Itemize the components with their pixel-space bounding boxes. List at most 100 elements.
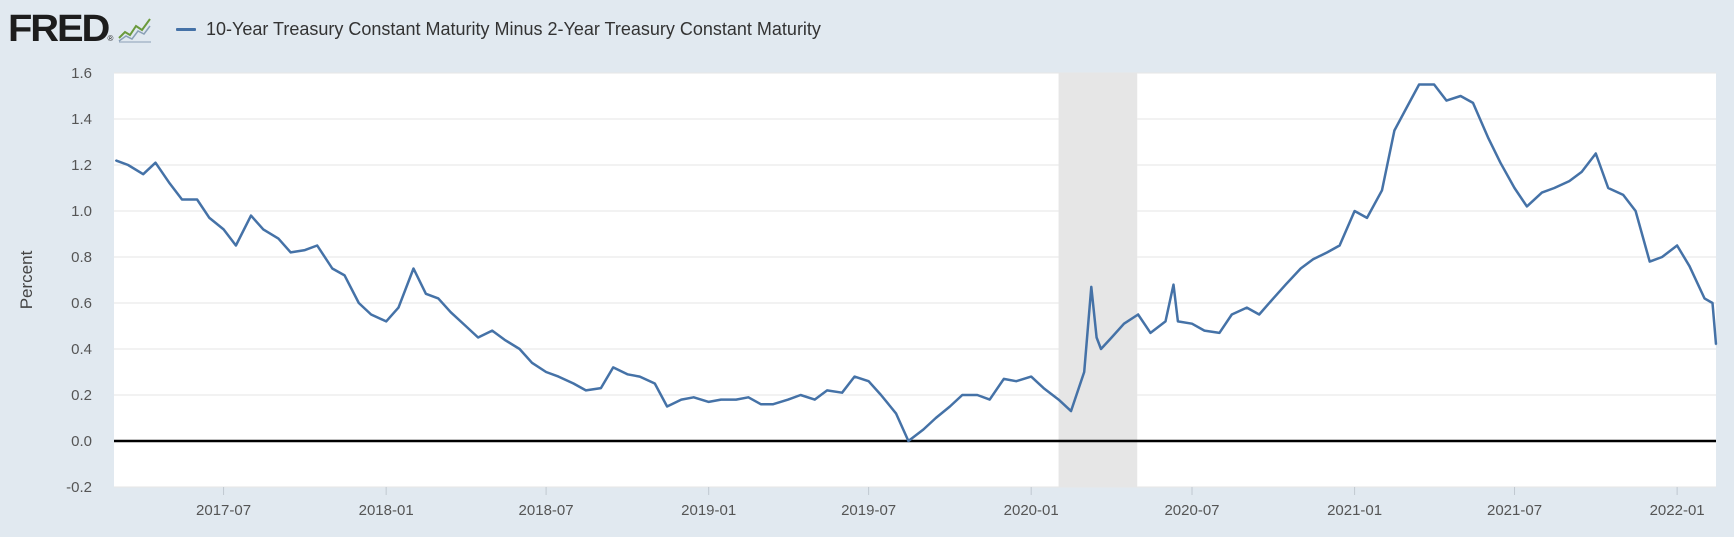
data-point xyxy=(181,198,183,201)
data-point xyxy=(853,375,856,378)
data-point xyxy=(1526,205,1528,208)
data-point xyxy=(572,382,575,385)
y-tick-label: 1.4 xyxy=(71,111,92,128)
data-point xyxy=(1164,320,1167,323)
recession-band xyxy=(1058,73,1138,487)
data-point xyxy=(976,394,979,396)
data-point xyxy=(1284,283,1287,286)
data-point xyxy=(1513,187,1516,189)
registered-mark: ® xyxy=(107,33,114,43)
data-point xyxy=(1177,320,1179,323)
data-point xyxy=(1245,306,1248,309)
data-point xyxy=(1203,329,1206,332)
data-point xyxy=(277,237,280,240)
data-point xyxy=(1418,83,1420,86)
data-point xyxy=(1338,244,1341,247)
x-tick-label: 2020-07 xyxy=(1164,502,1219,519)
data-point xyxy=(557,375,560,378)
data-point xyxy=(720,398,722,401)
y-tick-label: 1.2 xyxy=(71,157,92,174)
data-point xyxy=(934,417,937,419)
data-point xyxy=(545,371,547,373)
data-point xyxy=(1553,187,1556,189)
data-point xyxy=(168,182,171,185)
data-point xyxy=(208,217,211,219)
data-point xyxy=(1137,313,1139,316)
data-point xyxy=(503,339,506,341)
data-point xyxy=(437,297,440,300)
data-point xyxy=(1312,258,1314,261)
data-point xyxy=(385,320,387,323)
x-tick-label: 2019-01 xyxy=(681,502,736,519)
data-point xyxy=(1634,210,1637,212)
data-point xyxy=(1191,322,1193,325)
data-point xyxy=(760,403,762,406)
data-point xyxy=(813,398,816,401)
data-point xyxy=(1057,398,1060,401)
data-point xyxy=(1366,217,1368,219)
data-point xyxy=(531,362,533,364)
data-point xyxy=(491,329,493,332)
data-point xyxy=(799,394,802,396)
y-tick-label: 0.4 xyxy=(71,341,92,358)
data-point xyxy=(1149,332,1152,334)
data-point xyxy=(1230,313,1233,316)
data-point xyxy=(449,311,452,314)
x-tick-label: 2021-07 xyxy=(1487,502,1542,519)
data-point xyxy=(1083,371,1086,373)
data-point xyxy=(1487,136,1489,139)
data-point xyxy=(357,302,360,304)
data-point xyxy=(1676,244,1678,247)
y-tick-label: 1.6 xyxy=(71,65,92,82)
data-point xyxy=(1459,95,1462,97)
data-point xyxy=(1648,260,1651,263)
chart-header: FRED ® 10-Year Treasury Constant Maturit… xyxy=(0,0,1734,58)
y-tick-label: 0.2 xyxy=(71,387,92,404)
data-point xyxy=(127,164,129,166)
data-point xyxy=(370,313,372,316)
data-point xyxy=(1393,129,1396,132)
data-point xyxy=(289,251,292,254)
data-point xyxy=(1015,380,1017,383)
fred-logo[interactable]: FRED ® xyxy=(8,8,154,50)
data-point xyxy=(1607,187,1609,189)
data-point xyxy=(1003,378,1005,380)
data-point xyxy=(1172,283,1175,286)
data-point xyxy=(1595,152,1597,155)
data-point xyxy=(1381,189,1383,192)
data-point xyxy=(949,405,951,408)
data-point xyxy=(666,405,668,408)
data-point xyxy=(1622,194,1625,196)
data-point xyxy=(988,398,991,401)
data-point xyxy=(626,373,629,376)
data-point xyxy=(464,325,467,327)
plot-area xyxy=(114,73,1716,487)
data-point xyxy=(692,396,695,399)
data-point xyxy=(1472,102,1474,104)
data-point xyxy=(154,161,157,164)
data-point xyxy=(585,389,587,392)
series-line xyxy=(115,83,1718,443)
x-tick-label: 2017-07 xyxy=(196,502,251,519)
data-point xyxy=(1110,336,1113,339)
data-point xyxy=(1042,387,1045,389)
data-point xyxy=(787,398,790,401)
data-point xyxy=(826,389,828,392)
y-tick-label: 0.8 xyxy=(71,249,92,266)
y-tick-label: 0.6 xyxy=(71,295,92,312)
data-point xyxy=(1123,322,1125,325)
data-point xyxy=(707,401,710,403)
data-point xyxy=(735,398,737,401)
data-point xyxy=(1299,267,1302,270)
data-point xyxy=(1090,286,1093,288)
x-tick-label: 2018-01 xyxy=(359,502,414,519)
data-point xyxy=(331,267,334,270)
data-point xyxy=(1703,297,1706,300)
x-tick-label: 2018-07 xyxy=(519,502,574,519)
data-point xyxy=(235,244,237,247)
chart-legend: 10-Year Treasury Constant Maturity Minus… xyxy=(176,17,821,41)
y-axis-title: Percent xyxy=(17,250,36,309)
data-point xyxy=(867,380,870,383)
fred-logo-text: FRED xyxy=(8,8,110,50)
x-tick-label: 2019-07 xyxy=(841,502,896,519)
